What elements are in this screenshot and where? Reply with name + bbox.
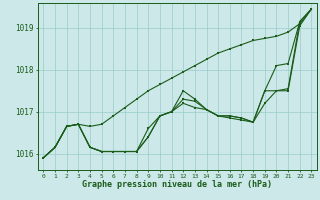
X-axis label: Graphe pression niveau de la mer (hPa): Graphe pression niveau de la mer (hPa) — [82, 180, 272, 189]
